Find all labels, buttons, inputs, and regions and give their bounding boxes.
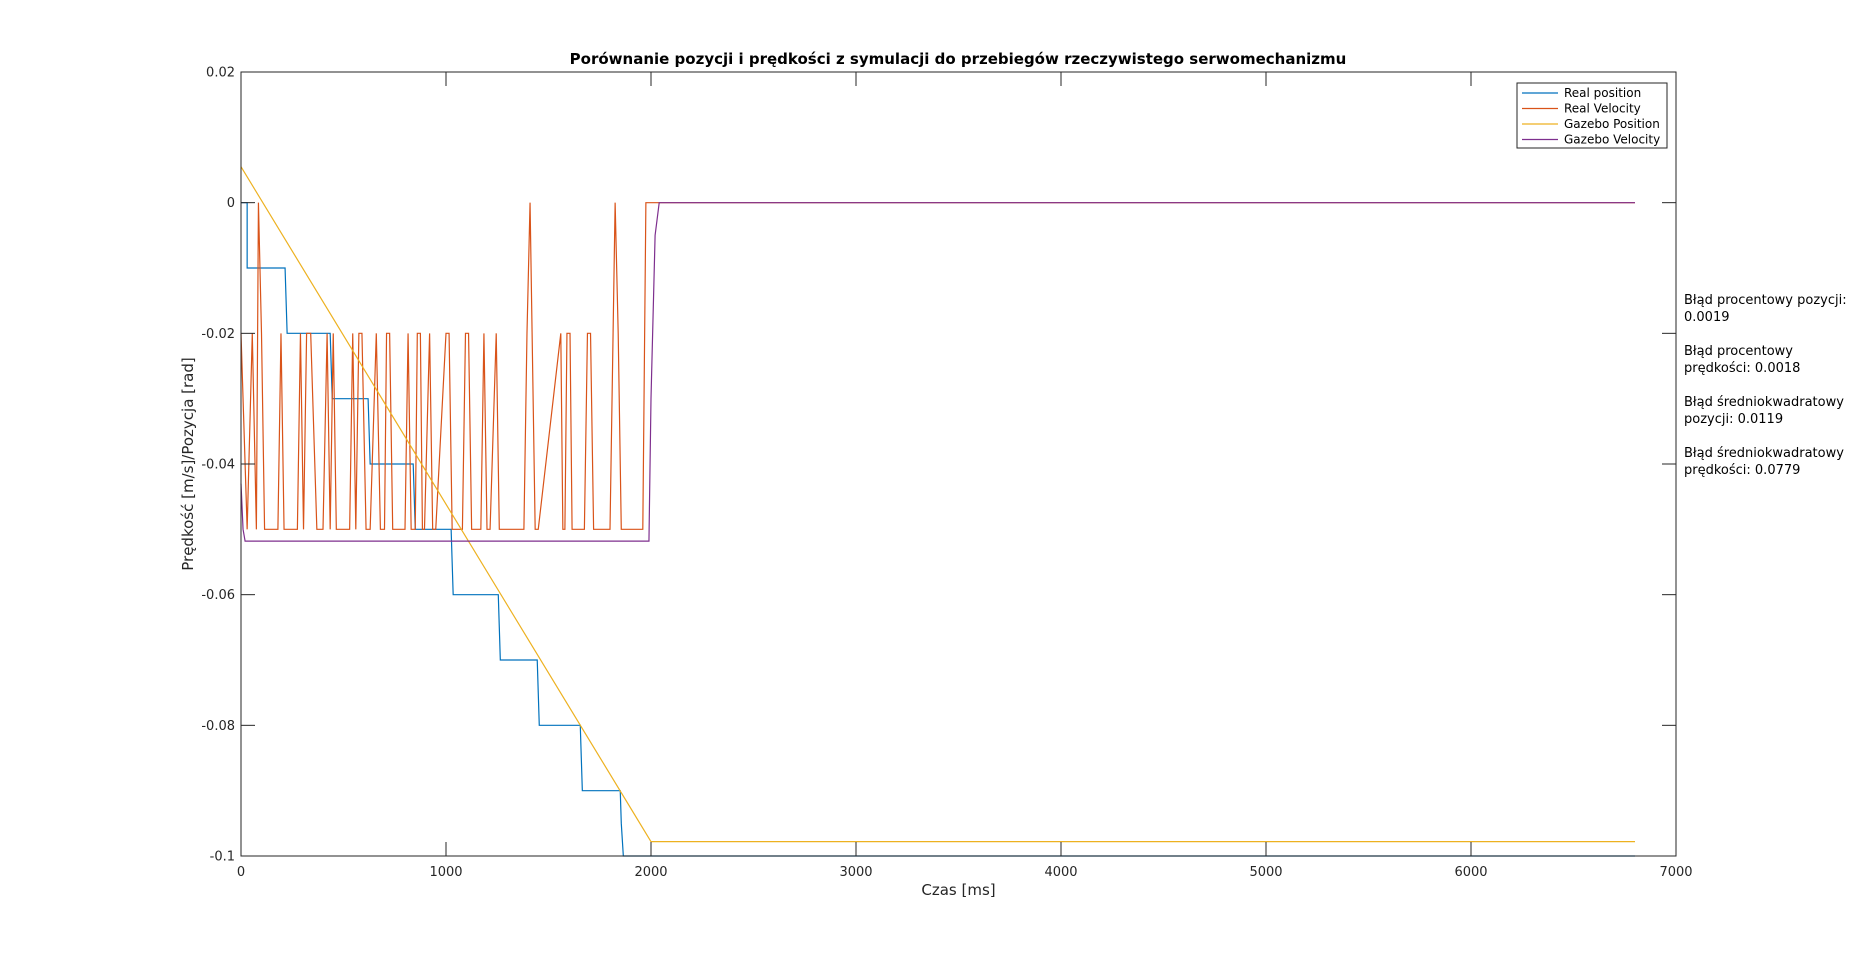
x-tick-label: 3000 (839, 865, 872, 880)
chart-title: Porównanie pozycji i prędkości z symulac… (570, 50, 1347, 68)
series-line-0 (241, 202, 1635, 857)
series-line-3 (240, 202, 1635, 542)
y-tick-label: -0.04 (201, 458, 235, 473)
y-tick-label: 0 (227, 196, 235, 211)
annotation-position-mse: Błąd średniokwadratowy pozycji: 0.0119 (1684, 395, 1844, 427)
legend-entry-3: Gazebo Velocity (1564, 133, 1660, 147)
y-axis-label: Prędkość [m/s]/Pozycja [rad] (179, 357, 197, 571)
annotation-position-percent-error: Błąd procentowy pozycji: 0.0019 (1684, 293, 1847, 325)
x-axis-label: Czas [ms] (921, 881, 995, 899)
axes-box (240, 71, 1677, 857)
x-tick-label: 7000 (1659, 865, 1692, 880)
y-tick-label: -0.06 (201, 588, 235, 603)
x-tick-label: 2000 (634, 865, 667, 880)
series-line-2 (240, 166, 1635, 843)
x-tick-label: 4000 (1044, 865, 1077, 880)
x-tick-label: 5000 (1249, 865, 1282, 880)
legend-entry-1: Real Velocity (1564, 102, 1641, 116)
series-line-1 (240, 202, 1635, 530)
plot-area (240, 166, 1635, 857)
legend-box (1516, 82, 1668, 149)
annotation-velocity-mse: Błąd średniokwadratowy prędkości: 0.0779 (1684, 446, 1844, 478)
x-tick-label: 0 (237, 865, 245, 880)
y-tick-label: -0.02 (201, 327, 235, 342)
y-tick-label: 0.02 (206, 66, 235, 81)
axes (240, 71, 1677, 857)
y-tick-label: -0.1 (210, 850, 235, 865)
legend-entry-0: Real position (1564, 86, 1641, 100)
x-tick-label: 1000 (429, 865, 462, 880)
x-tick-label: 6000 (1454, 865, 1487, 880)
y-tick-label: -0.08 (201, 719, 235, 734)
annotation-velocity-percent-error: Błąd procentowy prędkości: 0.0018 (1684, 344, 1801, 376)
legend-entry-2: Gazebo Position (1564, 117, 1660, 131)
ticks: 0 1000 2000 3000 4000 5000 6000 7000 0.02 0 -0.02 -… (201, 66, 1692, 881)
